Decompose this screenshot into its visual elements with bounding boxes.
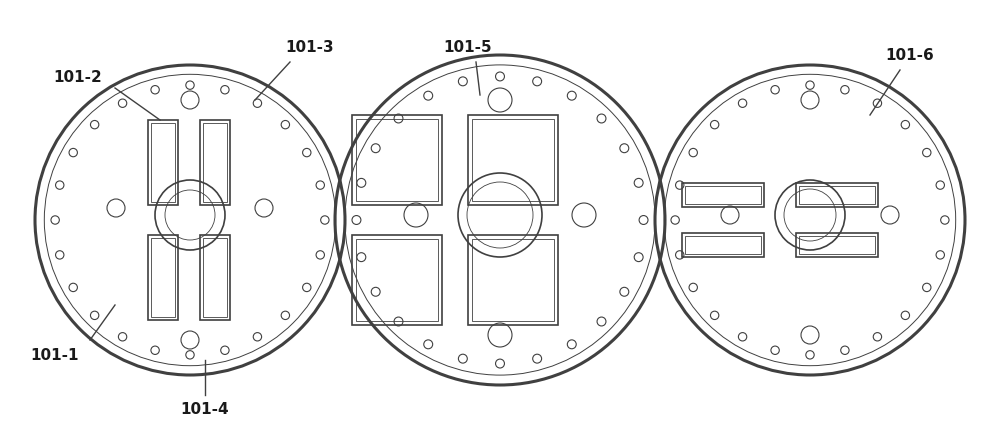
Bar	[685, 236, 761, 254]
Text: 101-5: 101-5	[444, 40, 492, 56]
Text: 101-4: 101-4	[181, 403, 229, 417]
Bar	[200, 235, 230, 320]
Bar	[148, 120, 178, 205]
Text: 101-1: 101-1	[31, 347, 79, 363]
Bar	[200, 120, 230, 205]
Bar	[799, 186, 875, 204]
Bar	[468, 115, 558, 205]
Bar	[203, 238, 227, 317]
Bar	[472, 119, 554, 201]
Bar	[796, 183, 878, 207]
Bar	[356, 119, 438, 201]
Text: 101-2: 101-2	[54, 71, 102, 85]
Bar	[682, 233, 764, 257]
Text: 101-3: 101-3	[286, 40, 334, 56]
Bar	[151, 238, 175, 317]
Bar	[352, 235, 442, 325]
Bar	[685, 186, 761, 204]
Bar	[203, 123, 227, 202]
Bar	[356, 239, 438, 321]
Bar	[352, 115, 442, 205]
Bar	[151, 123, 175, 202]
Bar	[682, 183, 764, 207]
Bar	[468, 235, 558, 325]
Bar	[796, 233, 878, 257]
Bar	[799, 236, 875, 254]
Bar	[472, 239, 554, 321]
Bar	[148, 235, 178, 320]
Text: 101-6: 101-6	[886, 47, 934, 63]
